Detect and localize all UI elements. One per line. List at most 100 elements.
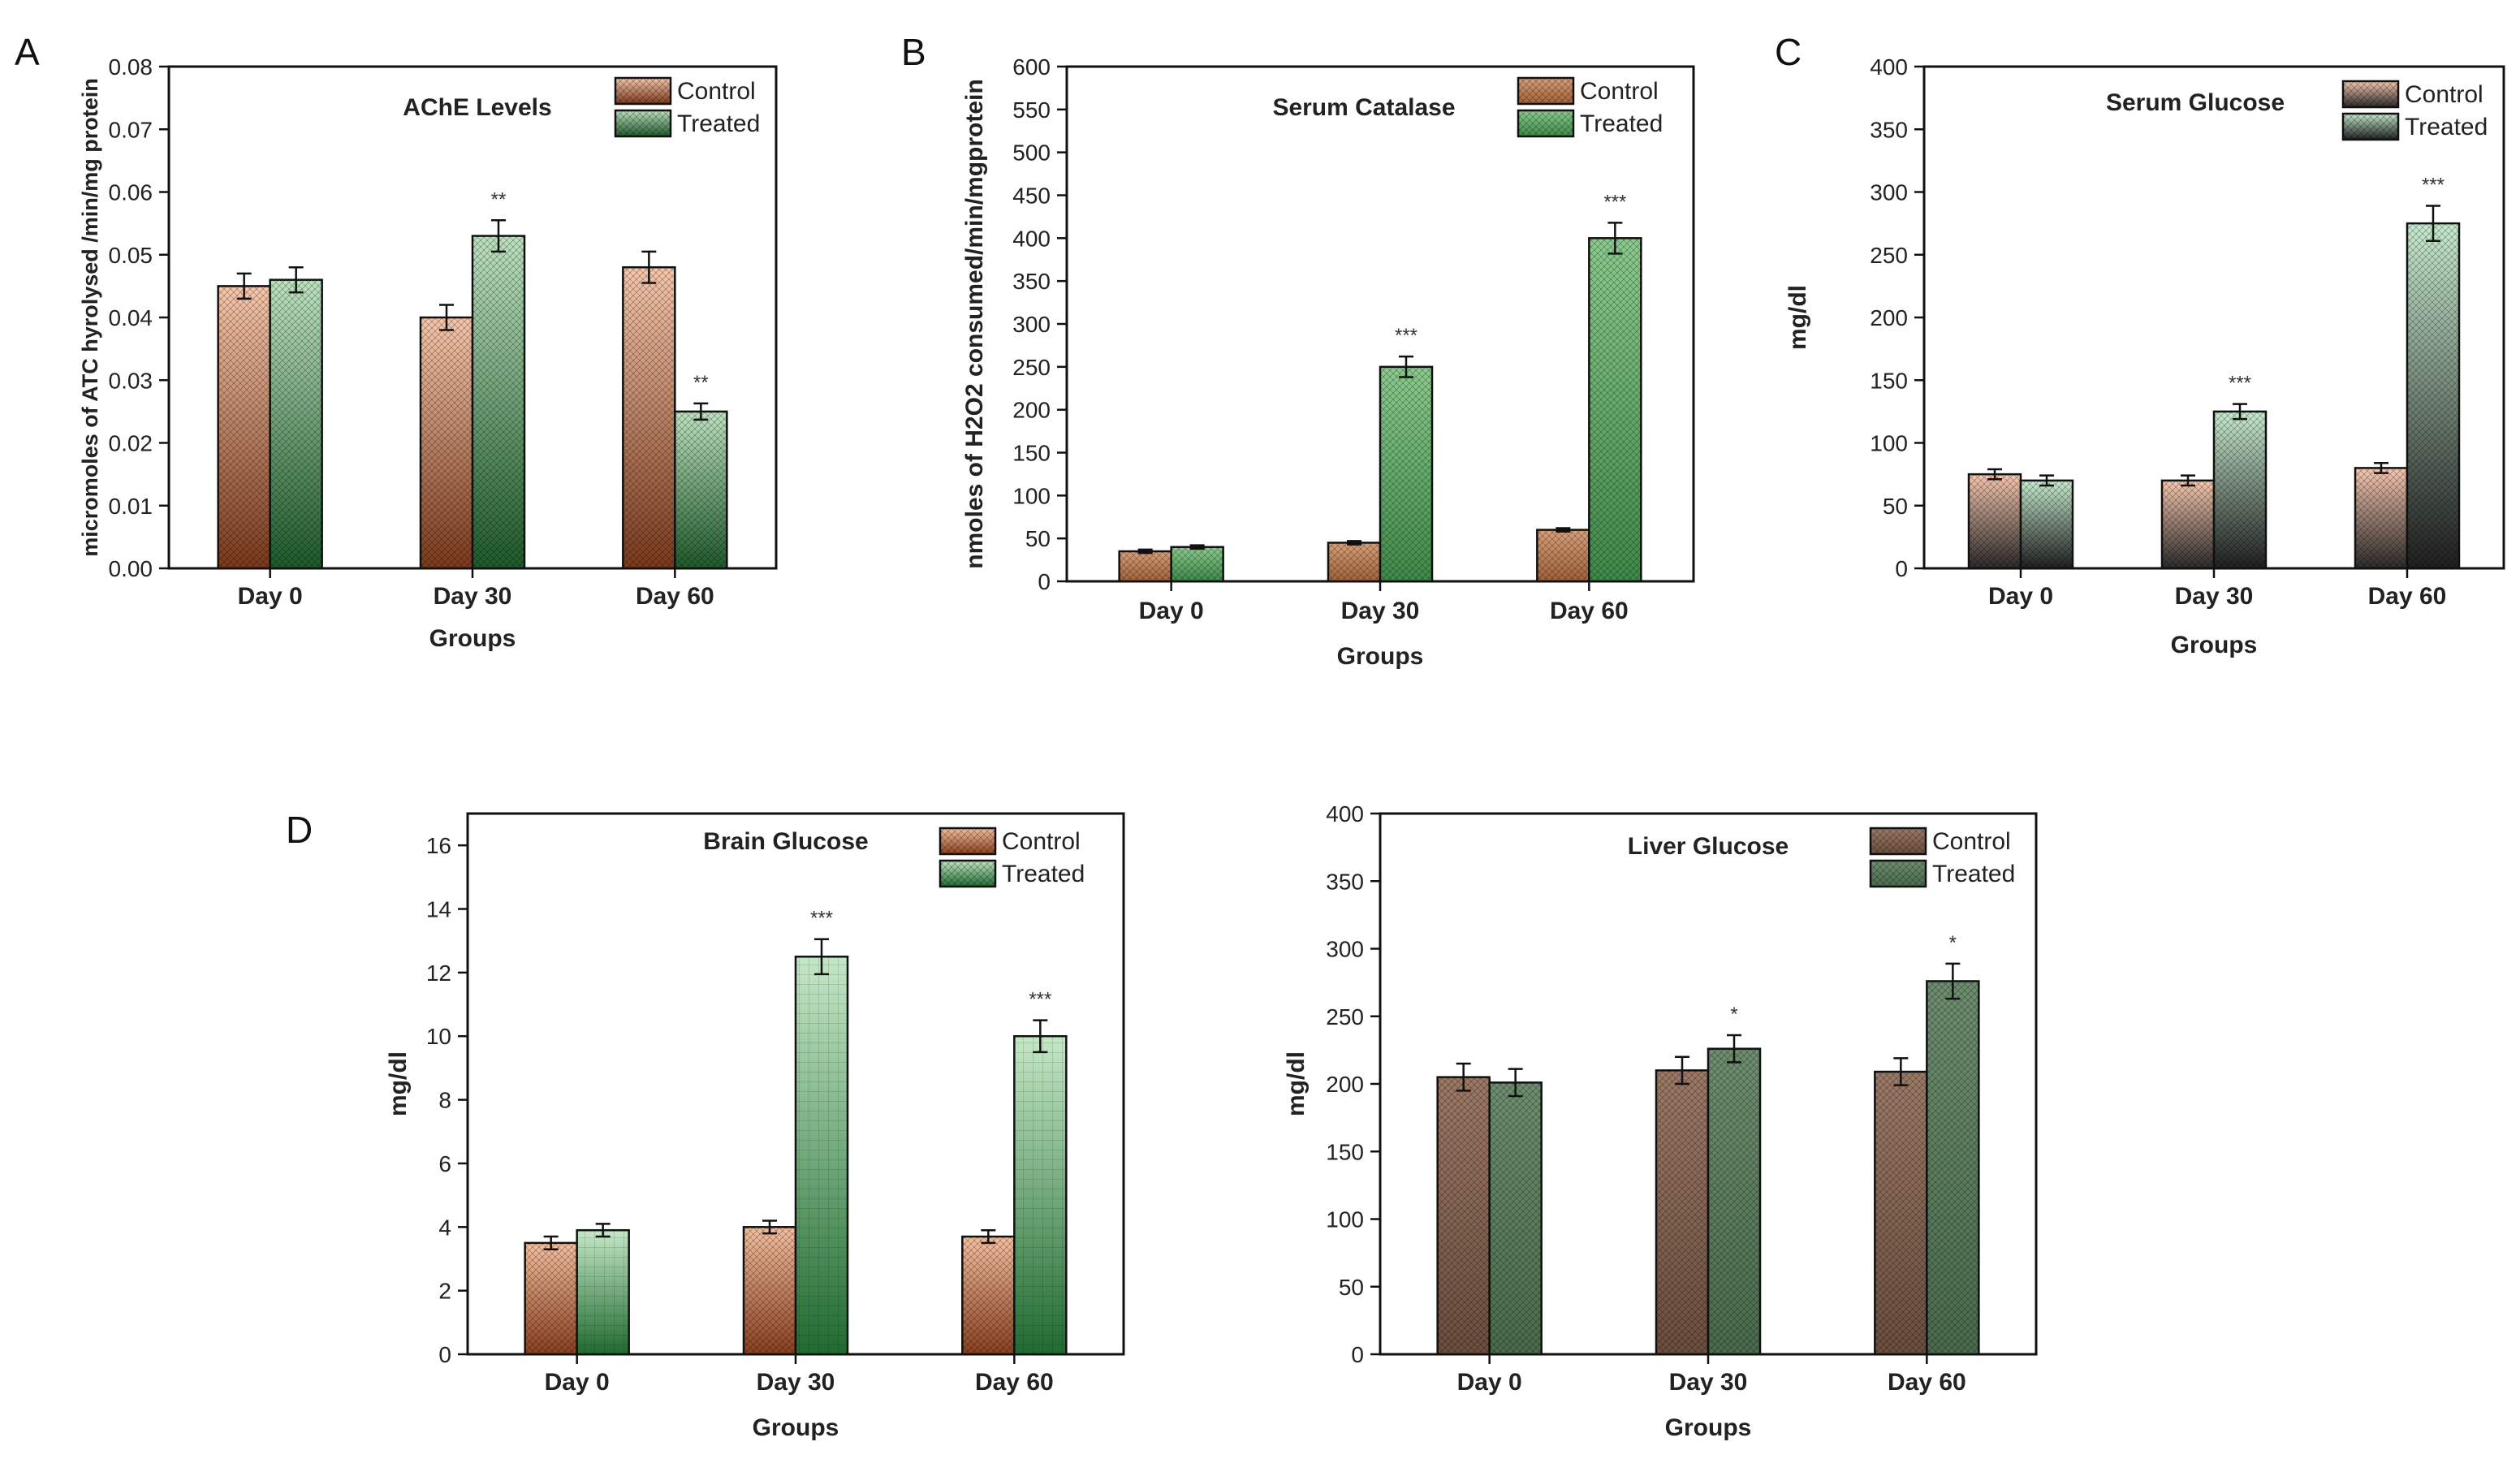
bar-texture — [2162, 480, 2214, 568]
legend-swatch-texture — [615, 78, 671, 104]
legend-swatch-texture — [2343, 81, 2398, 107]
significance-label: *** — [1395, 325, 1418, 347]
y-tick-label: 16 — [426, 833, 451, 858]
chart-title: Brain Glucose — [703, 828, 868, 855]
x-axis-title: Groups — [1337, 643, 1424, 670]
bar-texture — [2355, 468, 2407, 568]
legend-label: Control — [1002, 828, 1081, 855]
x-tick-label: Day 60 — [1888, 1369, 1966, 1396]
chart-panel-4: D 0 2 4 6 8 10 12 14 16 Day 0 Day 30 *** Day 60 *** Bra… — [286, 809, 1125, 1441]
y-tick-label: 0.05 — [109, 243, 153, 268]
panel-letter: D — [286, 809, 313, 851]
y-tick-label: 50 — [1025, 526, 1051, 551]
legend-label: Control — [2405, 81, 2483, 108]
legend-swatch-texture — [940, 828, 995, 854]
legend-swatch-texture — [1871, 861, 1926, 887]
y-tick-label: 350 — [1870, 117, 1908, 142]
legend-swatch-texture — [1518, 78, 1573, 104]
bar-texture — [472, 235, 524, 568]
x-axis-title: Groups — [753, 1414, 839, 1441]
y-tick-label: 0 — [438, 1342, 451, 1367]
x-axis-title: Groups — [2171, 632, 2258, 658]
y-tick-label: 14 — [426, 897, 451, 922]
y-tick-label: 400 — [1012, 226, 1051, 251]
y-tick-label: 0.01 — [109, 494, 153, 519]
chart-title: AChE Levels — [403, 94, 551, 121]
y-tick-label: 0.03 — [109, 368, 153, 393]
y-tick-label: 250 — [1326, 1004, 1364, 1030]
chart-title: Liver Glucose — [1628, 833, 1789, 860]
y-tick-label: 150 — [1326, 1139, 1364, 1164]
chart-title: Serum Glucose — [2106, 89, 2285, 116]
y-tick-label: 0.04 — [109, 305, 153, 330]
y-axis-title: mg/dl — [1784, 285, 1811, 350]
panel-letter: B — [901, 31, 926, 73]
legend-label: Control — [677, 78, 756, 105]
bar-texture — [1927, 981, 1979, 1354]
legend-label: Treated — [1580, 110, 1663, 137]
bar-texture — [1380, 366, 1432, 581]
y-tick-label: 400 — [1870, 54, 1908, 80]
legend-label: Treated — [1002, 861, 1085, 887]
x-axis-title: Groups — [1665, 1414, 1752, 1441]
bar-texture — [2214, 411, 2266, 568]
legend-label: Treated — [677, 110, 760, 137]
y-tick-label: 200 — [1870, 305, 1908, 330]
bar-texture — [1708, 1048, 1760, 1354]
x-tick-label: Day 0 — [1457, 1369, 1522, 1396]
y-tick-label: 250 — [1870, 243, 1908, 268]
y-tick-label: 12 — [426, 960, 451, 986]
significance-label: ** — [491, 188, 507, 210]
legend-swatch-texture — [940, 861, 995, 887]
x-tick-label: Day 30 — [1669, 1369, 1748, 1396]
y-tick-label: 100 — [1012, 483, 1051, 508]
y-axis-title: mg/dl — [385, 1051, 412, 1116]
x-tick-label: Day 30 — [1341, 598, 1420, 624]
bar-texture — [1437, 1077, 1490, 1354]
y-tick-label: 500 — [1012, 140, 1051, 166]
y-tick-label: 0.00 — [109, 556, 153, 581]
bar-texture — [1589, 238, 1642, 581]
y-tick-label: 450 — [1012, 183, 1051, 209]
x-tick-label: Day 0 — [238, 583, 303, 610]
y-tick-label: 350 — [1012, 269, 1051, 294]
bar-texture — [962, 1237, 1015, 1354]
bar-texture — [744, 1227, 796, 1354]
x-tick-label: Day 0 — [1139, 598, 1204, 624]
significance-label: ** — [693, 372, 709, 394]
legend-label: Treated — [2405, 114, 2488, 140]
x-tick-label: Day 60 — [2368, 583, 2447, 610]
panel-letter: A — [15, 31, 40, 73]
y-tick-label: 50 — [1883, 494, 1908, 519]
x-tick-label: Day 60 — [636, 583, 714, 610]
bar-texture — [1119, 551, 1172, 581]
legend-swatch-texture — [615, 110, 671, 136]
x-axis-title: Groups — [429, 625, 516, 652]
significance-label: *** — [1603, 191, 1626, 213]
y-axis-title: micromoles of ATC hyrolysed /min/mg prot… — [78, 78, 102, 557]
significance-label: *** — [2229, 373, 2251, 395]
bar-texture — [675, 411, 727, 568]
bar-texture — [421, 317, 472, 568]
y-tick-label: 2 — [438, 1279, 451, 1304]
x-tick-label: Day 0 — [1988, 583, 2053, 610]
x-tick-label: Day 0 — [545, 1369, 610, 1396]
x-tick-label: Day 30 — [2175, 583, 2254, 610]
legend-label: Control — [1580, 78, 1659, 105]
bar-texture — [270, 279, 322, 568]
y-tick-label: 150 — [1012, 441, 1051, 466]
x-tick-label: Day 30 — [434, 583, 512, 610]
bar-texture — [1328, 542, 1380, 581]
significance-label: *** — [2422, 174, 2444, 196]
significance-label: * — [1949, 932, 1957, 954]
legend-swatch-texture — [1518, 110, 1573, 136]
y-tick-label: 300 — [1012, 312, 1051, 337]
significance-label: *** — [810, 908, 833, 930]
y-tick-label: 200 — [1012, 398, 1051, 423]
bar-texture — [1969, 474, 2021, 568]
bar-texture — [623, 267, 675, 568]
significance-label: *** — [1029, 989, 1051, 1011]
bar-texture — [1014, 1036, 1067, 1354]
chart-panel-2: B 0 50 100 150 200 250 300 350 400 450 500 550 600 Day… — [901, 31, 1695, 670]
